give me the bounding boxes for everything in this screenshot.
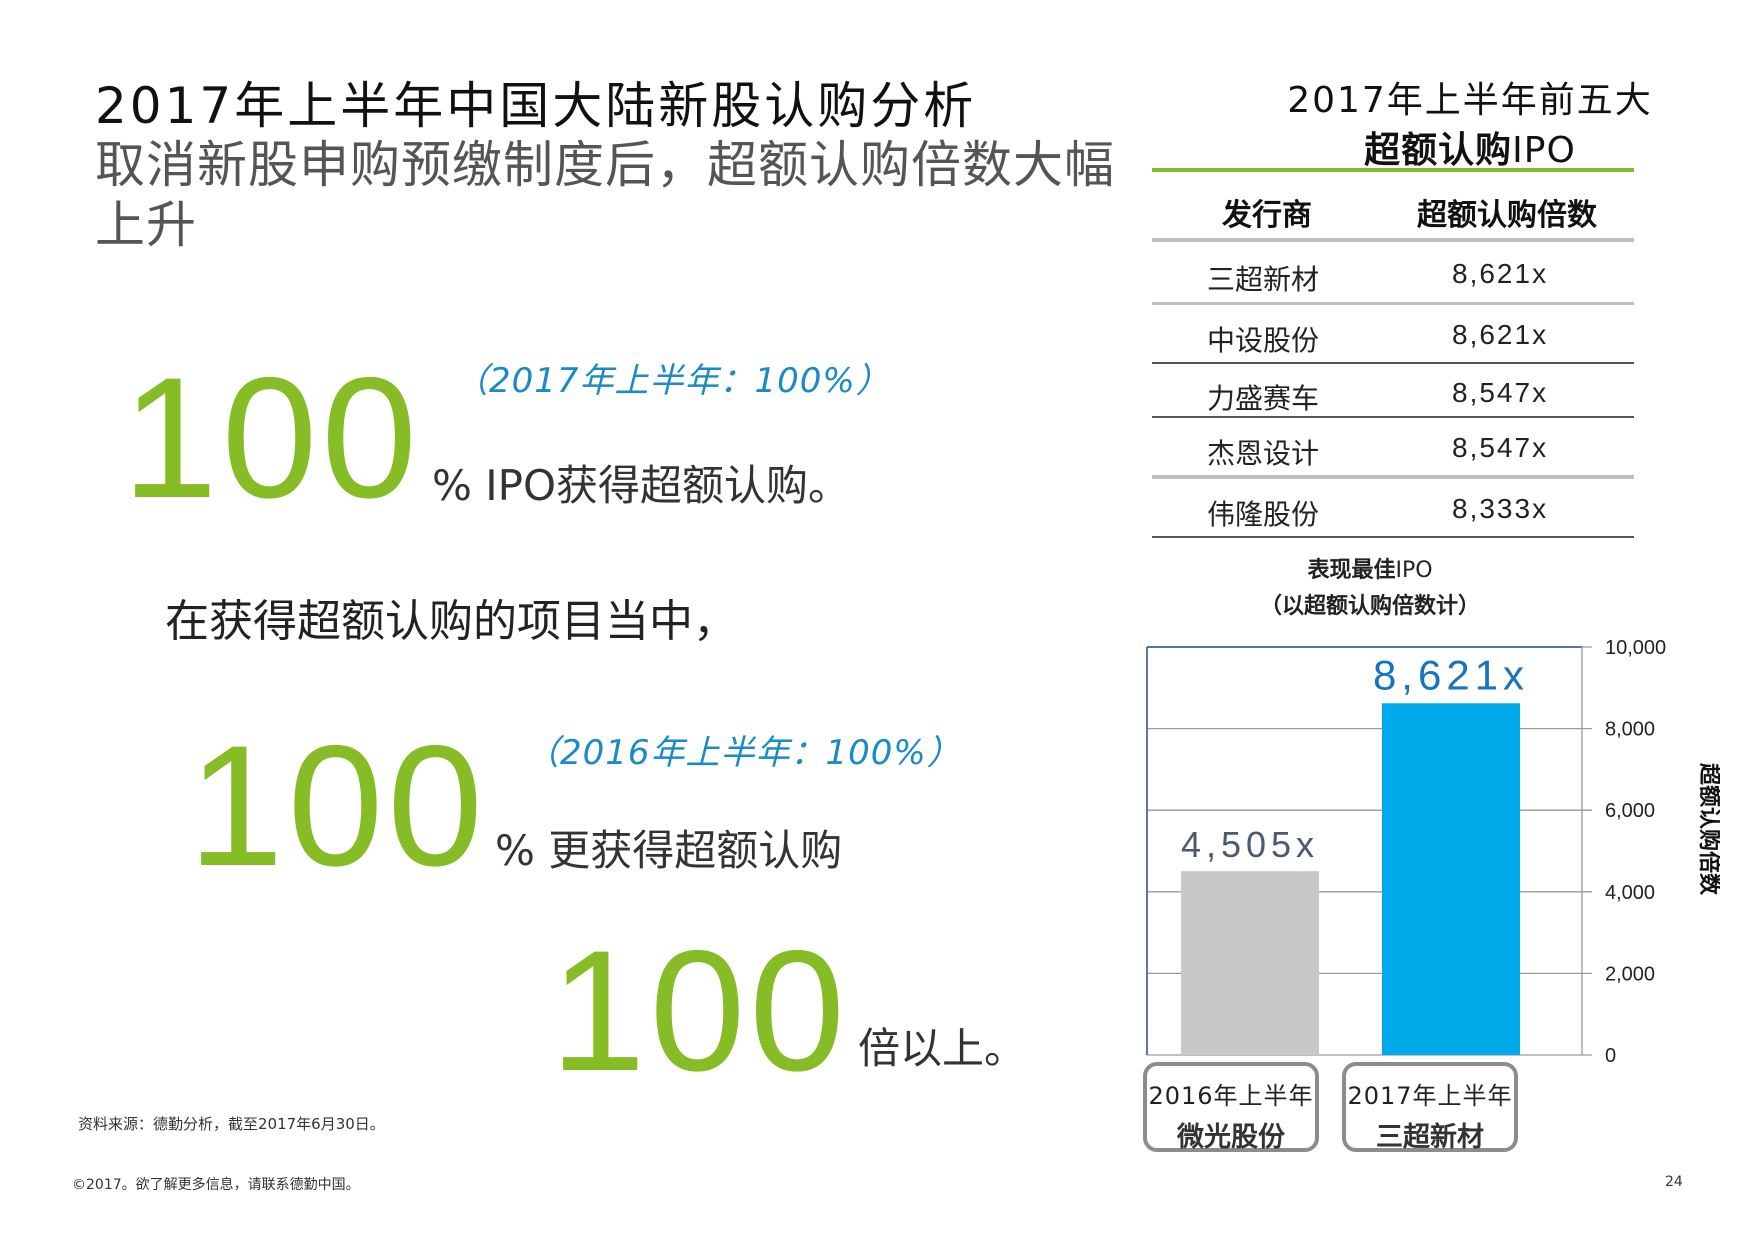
y-tick-label: 2,000: [1605, 963, 1655, 985]
bar: [1382, 703, 1520, 1055]
stat1-note: （2017年上半年：100%）: [454, 361, 891, 401]
category-period: 2016年上半年: [1148, 1082, 1314, 1110]
row-multiple: 8,547x: [1452, 377, 1549, 408]
row-issuer: 伟隆股份: [1207, 498, 1320, 531]
stat1-value: 100: [122, 342, 421, 534]
chart-subtitle: （以超额认购倍数计）: [1259, 594, 1480, 619]
data-label: 4,505x: [1181, 824, 1319, 865]
chart-title: 表现最佳IPO （以超额认购倍数计）: [1205, 553, 1535, 625]
chart-title-bold: 表现最佳: [1307, 558, 1396, 583]
y-tick-label: 8,000: [1605, 719, 1655, 741]
top5-title-rule: [1152, 168, 1634, 172]
top5-title: 2017年上半年前五大 超额认购IPO: [1150, 76, 1754, 176]
table-row: 伟隆股份 8,333x: [1152, 479, 1634, 537]
table-row: 力盛赛车 8,547x: [1152, 363, 1634, 421]
row-multiple: 8,621x: [1452, 319, 1549, 350]
row-multiple: 8,621x: [1452, 258, 1549, 289]
row-multiple: 8,333x: [1452, 493, 1549, 524]
stat2-value: 100: [188, 710, 487, 902]
table-row: 杰恩设计 8,547x: [1152, 418, 1634, 476]
category-period: 2017年上半年: [1347, 1082, 1513, 1110]
stat2-text: % 更获得超额认购: [495, 826, 843, 875]
header-issuer: 发行商: [1222, 198, 1312, 233]
row-issuer: 力盛赛车: [1207, 382, 1320, 415]
page-title: 2017年上半年中国大陆新股认购分析: [95, 77, 977, 135]
top5-title-bold: 超额认购: [1364, 130, 1513, 171]
top5-title-line2: 超额认购IPO: [1150, 126, 1754, 176]
row-issuer: 中设股份: [1207, 324, 1320, 357]
y-axis-title: 超额认购倍数: [1696, 763, 1720, 896]
y-tick-label: 10,000: [1605, 637, 1666, 659]
category-company: 微光股份: [1177, 1122, 1285, 1153]
stat3-value: 100: [550, 915, 849, 1107]
row-divider: [1152, 302, 1634, 305]
footer-copyright: ©2017。欲了解更多信息，请联系德勤中国。: [72, 1177, 360, 1193]
page-number: 24: [1665, 1174, 1683, 1190]
y-tick-label: 0: [1605, 1045, 1616, 1067]
row-issuer: 三超新材: [1207, 263, 1320, 296]
table-row: 三超新材 8,621x: [1152, 244, 1634, 302]
data-label: 8,621x: [1373, 651, 1529, 698]
row-divider: [1152, 536, 1634, 538]
table-header-rule: [1152, 238, 1634, 242]
table-row: 中设股份 8,621x: [1152, 305, 1634, 363]
y-tick-label: 6,000: [1605, 800, 1655, 822]
y-tick-label: 4,000: [1605, 882, 1655, 904]
stat3-text: 倍以上。: [858, 1024, 1027, 1073]
chart-title-line1: 表现最佳IPO: [1205, 553, 1535, 589]
row-divider: [1152, 362, 1634, 364]
category-box-2016: 2016年上半年 微光股份: [1143, 1062, 1319, 1153]
row-multiple: 8,547x: [1452, 432, 1549, 463]
chart-title-ipo: IPO: [1395, 558, 1433, 583]
stat2-note: （2016年上半年：100%）: [525, 733, 962, 773]
top5-title-ipo: IPO: [1512, 130, 1576, 171]
row-issuer: 杰恩设计: [1207, 437, 1320, 470]
bar: [1181, 871, 1319, 1055]
category-company: 三超新材: [1376, 1122, 1484, 1153]
row-divider: [1152, 416, 1634, 418]
category-box-2017: 2017年上半年 三超新材: [1342, 1062, 1518, 1153]
source-note: 资料来源：德勤分析，截至2017年6月30日。: [78, 1115, 385, 1133]
page-subtitle: 取消新股申购预缴制度后，超额认购倍数大幅上升: [95, 136, 1115, 254]
header-multiple: 超额认购倍数: [1417, 198, 1597, 233]
row-divider: [1152, 475, 1634, 479]
bar-chart: 0 2,000 4,000 6,000 8,000 10,000 4,505x 8,621x 超…: [1146, 637, 1720, 1067]
stat1-text: % IPO获得超额认购。: [432, 461, 851, 510]
top5-title-line1: 2017年上半年前五大: [1287, 80, 1653, 121]
mid-text: 在获得超额认购的项目当中，: [165, 596, 737, 647]
